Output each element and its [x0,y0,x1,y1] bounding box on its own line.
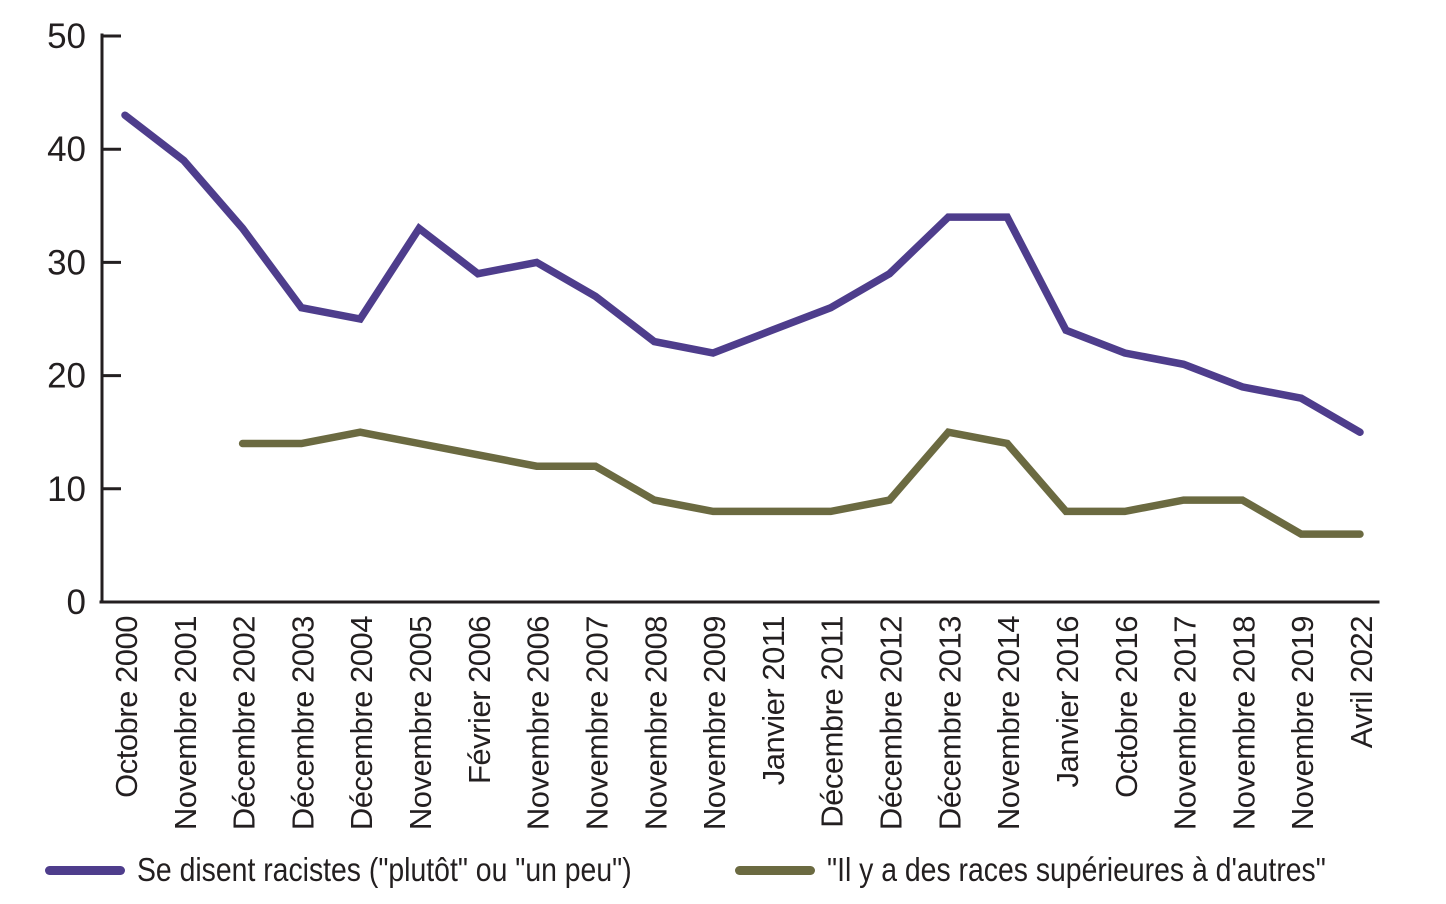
legend-item-races-superieures: "Il y a des races supérieures à d'autres… [735,846,1407,894]
x-category-label: Novembre 2006 [521,616,556,830]
x-category-label: Avril 2022 [1344,616,1379,748]
series-line-se-disent-racistes [121,111,1364,436]
y-tick-label: 40 [47,130,86,169]
x-category-label: Novembre 2018 [1226,616,1261,830]
x-category-label: Décembre 2013 [932,616,967,830]
legend-label-races-superieures: "Il y a des races supérieures à d'autres… [827,851,1326,888]
y-tick-label: 20 [47,357,86,396]
legend-swatch-races-superieures-icon [735,865,815,875]
legend-label-se-disent-racistes: Se disent racistes ("plutôt" ou "un peu"… [137,851,632,888]
x-category-label: Décembre 2004 [344,616,379,830]
legend-item-se-disent-racistes: Se disent racistes ("plutôt" ou "un peu"… [45,846,712,894]
x-category-label: Février 2006 [462,616,497,784]
y-tick-label: 0 [67,583,86,622]
y-tick-label: 50 [47,17,86,56]
x-category-label: Novembre 2005 [403,616,438,830]
x-category-label: Décembre 2003 [285,616,320,830]
x-axis: Octobre 2000 Novembre 2001 Décembre 2002 Dé… [99,600,1380,830]
x-category-label: Novembre 2014 [991,616,1026,830]
series-lines [121,111,1364,538]
series-line-races-superieures [238,428,1364,538]
x-category-label: Décembre 2011 [815,616,850,828]
x-category-label: Décembre 2012 [874,616,909,830]
y-tick-label: 30 [47,243,86,282]
y-tick-label: 10 [47,470,86,509]
x-category-label: Novembre 2019 [1285,616,1320,830]
x-category-label: Novembre 2007 [579,616,614,830]
y-axis: 0 10 20 30 40 50 [47,17,121,622]
legend: Se disent racistes ("plutôt" ou "un peu"… [0,846,1446,894]
x-category-label: Novembre 2009 [697,616,732,830]
x-category-label: Novembre 2001 [168,616,203,830]
x-category-label: Janvier 2016 [1050,616,1085,788]
x-category-label: Novembre 2008 [638,616,673,830]
x-category-label: Octobre 2000 [109,616,144,798]
x-category-label: Janvier 2011 [756,616,791,785]
x-category-label: Décembre 2002 [227,616,262,830]
legend-swatch-se-disent-racistes-icon [45,865,125,875]
x-category-label: Octobre 2016 [1109,616,1144,798]
x-category-label: Novembre 2017 [1168,616,1203,830]
